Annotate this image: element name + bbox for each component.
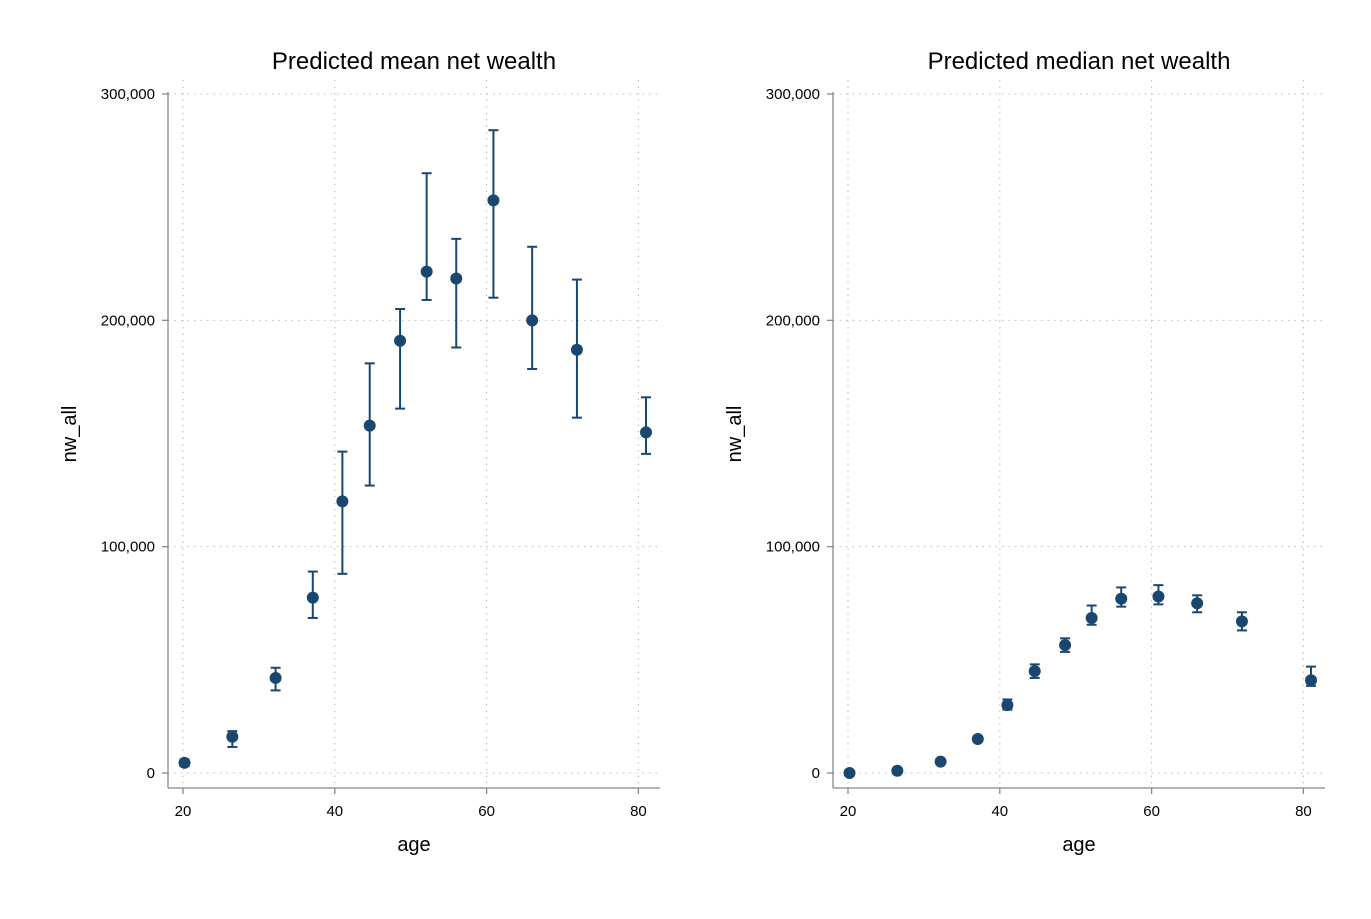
error-bar [451,237,462,349]
data-point [640,426,652,439]
data-point [934,755,947,768]
chart-title: Predicted mean net wealth [272,48,556,75]
x-tick-label: 20 [840,803,857,820]
y-tick-label: 300,000 [766,86,820,103]
data-point [394,334,407,347]
data-point [1191,597,1204,610]
error-bar [488,129,499,299]
data-point [450,272,463,285]
y-tick-label: 200,000 [101,312,155,329]
gridlines [168,80,660,788]
y-tick-label: 0 [147,765,155,782]
data-point [1115,592,1128,605]
data-point [1059,639,1072,652]
data-point [891,764,904,777]
x-tick-label: 60 [1143,803,1160,820]
y-tick-label: 100,000 [101,539,155,556]
error-bar [641,396,651,455]
data-point [1235,615,1248,628]
chart-title: Predicted median net wealth [928,48,1231,75]
x-tick-label: 40 [991,803,1008,820]
x-tick-label: 80 [1295,803,1312,820]
data-point [178,756,191,769]
x-axis-label: age [397,834,430,856]
y-tick-label: 100,000 [766,539,820,556]
x-tick-label: 60 [478,803,495,820]
x-axis-label: age [1062,834,1095,856]
data-point [1305,674,1317,687]
data-point [1152,590,1165,603]
x-tick-label: 40 [326,803,343,820]
x-tick-label: 80 [630,803,647,820]
y-tick-label: 0 [812,765,820,782]
data-point [1085,611,1098,624]
error-bar [395,308,406,410]
panel-median-net-wealth: Predicted median net wealth age nw_all 0… [724,48,1325,856]
data-point [363,419,376,432]
data-series [843,584,1317,779]
data-point [306,591,319,604]
data-point [269,671,282,684]
data-point [1028,665,1041,678]
y-axis-label: nw_all [59,406,81,463]
error-bar [337,450,348,575]
error-bar [421,172,432,301]
data-point [570,343,583,356]
data-point [226,730,239,743]
data-series [178,129,652,769]
panel-mean-net-wealth: Predicted mean net wealth age nw_all 0 10… [59,48,660,856]
y-tick-label: 200,000 [766,312,820,329]
y-tick-label: 300,000 [101,86,155,103]
error-bar [527,245,538,370]
data-point [526,314,539,327]
data-point [420,265,433,278]
data-point [843,767,856,779]
data-point [1001,699,1014,712]
data-point [336,495,349,508]
y-axis-label: nw_all [724,406,746,463]
data-point [487,194,500,207]
x-tick-label: 20 [175,803,192,820]
data-point [971,733,984,746]
gridlines [833,80,1325,788]
